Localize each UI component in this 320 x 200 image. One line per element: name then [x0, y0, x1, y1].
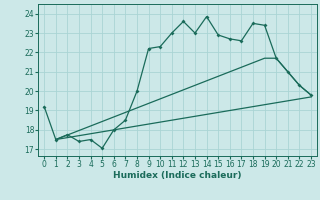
X-axis label: Humidex (Indice chaleur): Humidex (Indice chaleur) [113, 171, 242, 180]
